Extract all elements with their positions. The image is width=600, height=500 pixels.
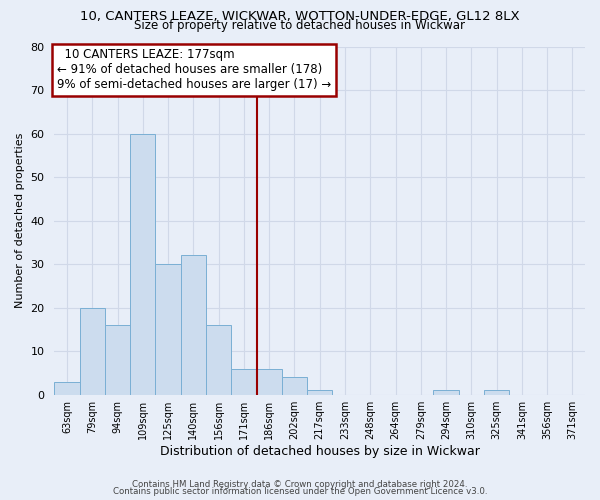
Bar bbox=[257, 368, 282, 394]
Bar bbox=[105, 325, 130, 394]
Bar bbox=[181, 256, 206, 394]
Y-axis label: Number of detached properties: Number of detached properties bbox=[15, 133, 25, 308]
Text: Contains public sector information licensed under the Open Government Licence v3: Contains public sector information licen… bbox=[113, 487, 487, 496]
Bar bbox=[55, 382, 80, 394]
Bar bbox=[130, 134, 155, 394]
Text: Contains HM Land Registry data © Crown copyright and database right 2024.: Contains HM Land Registry data © Crown c… bbox=[132, 480, 468, 489]
Text: 10, CANTERS LEAZE, WICKWAR, WOTTON-UNDER-EDGE, GL12 8LX: 10, CANTERS LEAZE, WICKWAR, WOTTON-UNDER… bbox=[80, 10, 520, 23]
Bar bbox=[307, 390, 332, 394]
Bar bbox=[80, 308, 105, 394]
Bar bbox=[484, 390, 509, 394]
Text: Size of property relative to detached houses in Wickwar: Size of property relative to detached ho… bbox=[134, 19, 466, 32]
Bar bbox=[206, 325, 231, 394]
Bar bbox=[433, 390, 458, 394]
Bar bbox=[282, 378, 307, 394]
X-axis label: Distribution of detached houses by size in Wickwar: Distribution of detached houses by size … bbox=[160, 444, 479, 458]
Text: 10 CANTERS LEAZE: 177sqm
← 91% of detached houses are smaller (178)
9% of semi-d: 10 CANTERS LEAZE: 177sqm ← 91% of detach… bbox=[57, 48, 331, 91]
Bar bbox=[155, 264, 181, 394]
Bar bbox=[231, 368, 257, 394]
